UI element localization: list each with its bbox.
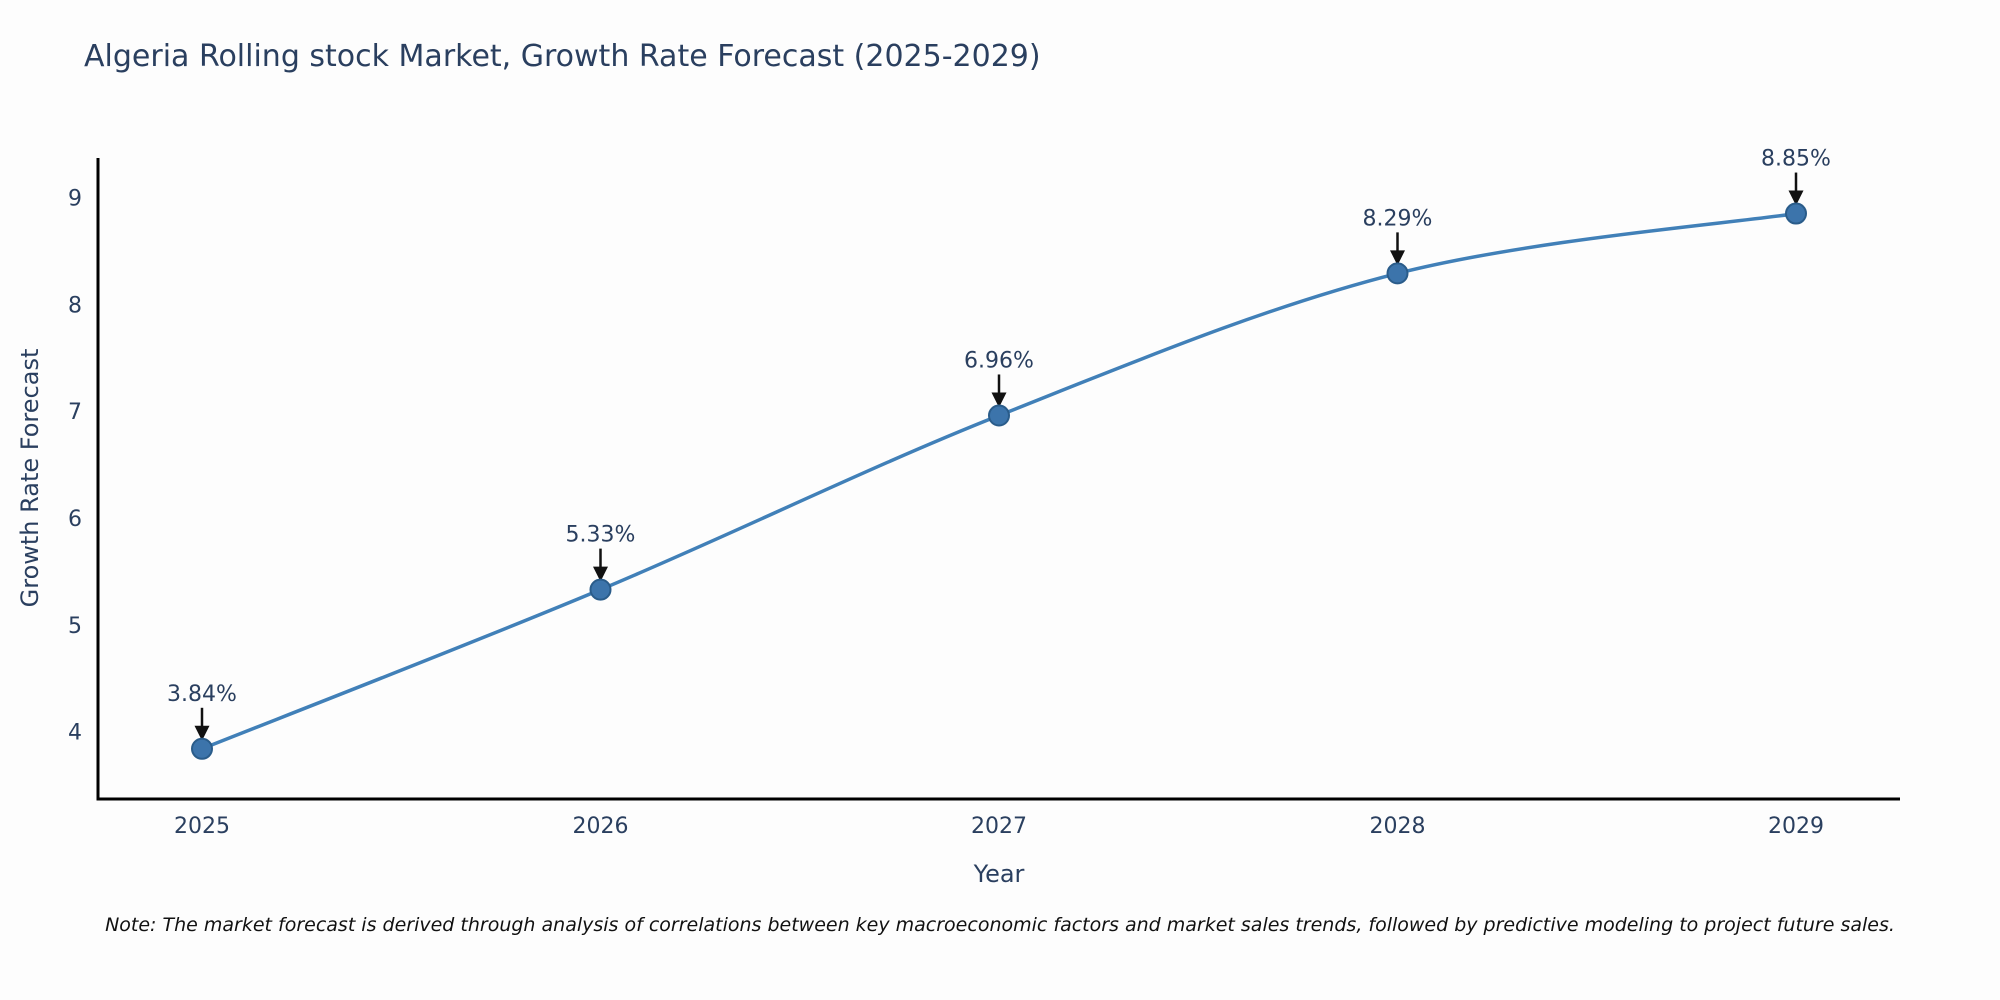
annotation-arrow-head: [194, 725, 210, 741]
data-point[interactable]: [988, 404, 1010, 427]
x-tick-label: 2028: [1370, 814, 1426, 839]
footnote: Note: The market forecast is derived thr…: [105, 914, 1895, 936]
x-tick-label: 2029: [1768, 814, 1824, 839]
x-tick-label: 2026: [573, 814, 629, 839]
chart-title: Algeria Rolling stock Market, Growth Rat…: [84, 39, 1041, 74]
trend-line: [200, 211, 1798, 751]
point-value-label: 5.33%: [566, 523, 636, 548]
x-tick-label: 2025: [174, 814, 230, 839]
data-point[interactable]: [1386, 262, 1409, 285]
x-axis-label: Year: [973, 860, 1025, 888]
y-tick-label: 6: [68, 507, 82, 532]
data-point[interactable]: [1785, 202, 1807, 225]
y-tick-label: 8: [68, 293, 82, 318]
annotation-arrow-head: [1390, 250, 1405, 266]
annotation-arrow-head: [991, 392, 1007, 408]
annotation-arrow-head: [1788, 190, 1804, 206]
data-point[interactable]: [191, 737, 213, 760]
point-value-label: 8.29%: [1363, 206, 1433, 231]
y-tick-label: 7: [68, 400, 82, 425]
y-axis-label: Growth Rate Forecast: [16, 348, 44, 608]
y-tick-label: 9: [68, 187, 82, 212]
y-tick-label: 5: [68, 614, 82, 639]
point-value-label: 3.84%: [167, 682, 237, 707]
point-value-label: 8.85%: [1761, 147, 1831, 172]
point-value-label: 6.96%: [964, 348, 1034, 373]
x-tick-label: 2027: [971, 814, 1027, 839]
annotation-arrow-head: [593, 566, 608, 582]
y-tick-label: 4: [68, 721, 82, 746]
data-point[interactable]: [589, 578, 612, 601]
